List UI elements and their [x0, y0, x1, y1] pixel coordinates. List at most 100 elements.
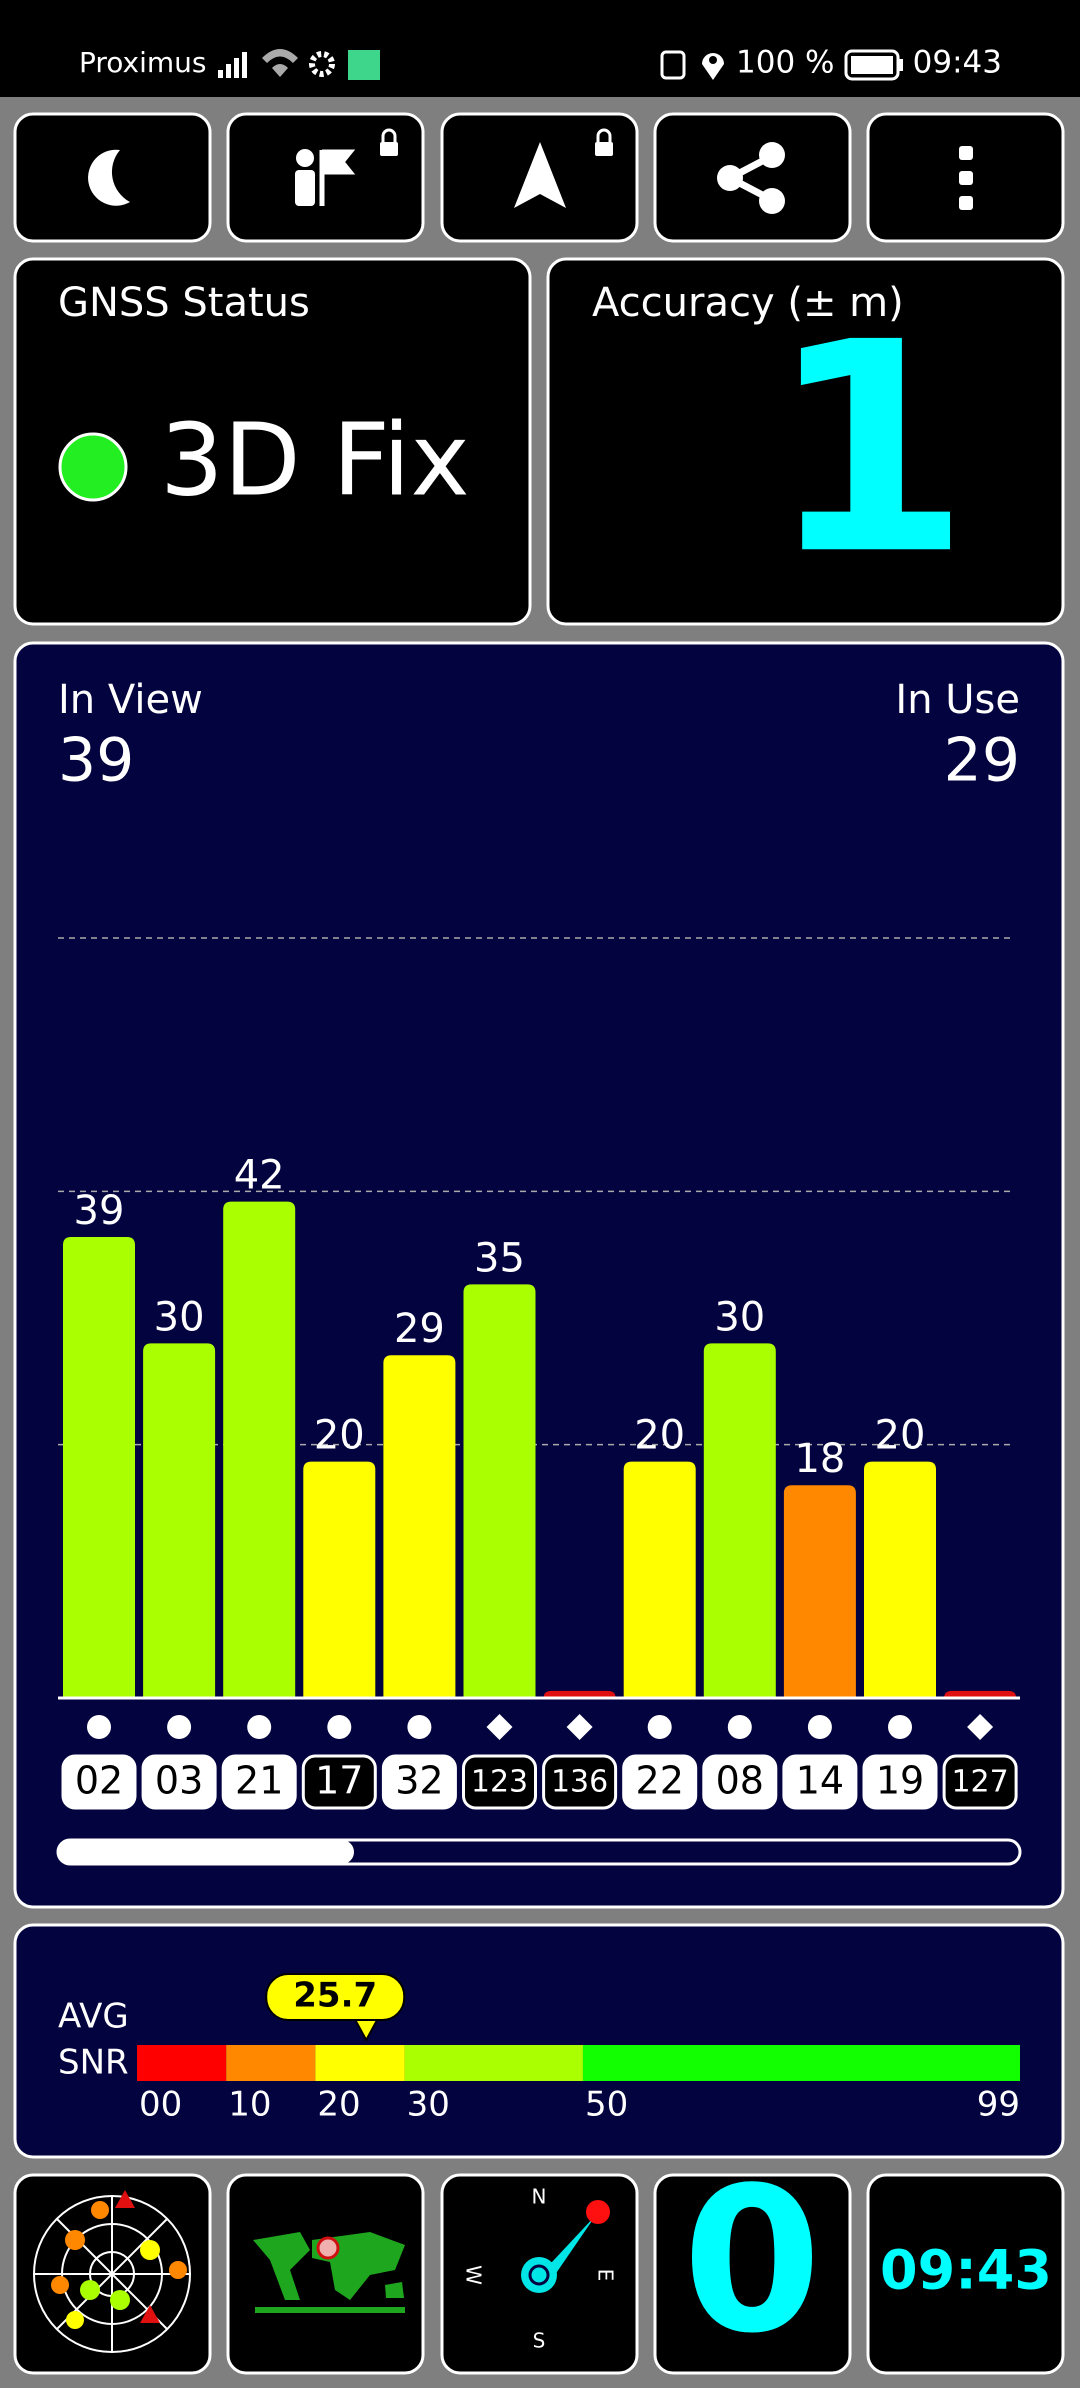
satellite-id: 03 — [155, 1759, 203, 1803]
constellation-marker — [566, 1714, 593, 1740]
compass-letter: N — [532, 2185, 547, 2209]
icon-shape — [226, 112, 425, 243]
satellite-id: 17 — [315, 1759, 363, 1803]
icon-shape — [13, 112, 212, 243]
icon-shape — [319, 149, 356, 206]
icon-shape — [91, 2201, 109, 2219]
value-label: 30 — [154, 1294, 205, 1340]
bar — [143, 1343, 216, 1698]
snr-segment — [315, 2045, 405, 2081]
icon-shape — [140, 2305, 160, 2323]
icon-shape — [381, 128, 397, 142]
gnss-status-panel: GNSS Status 3D Fix — [13, 257, 532, 626]
constellation-marker — [967, 1714, 994, 1740]
status-bar: Proximus 100 % 09:43 — [0, 0, 1080, 97]
icon-shape — [226, 2173, 425, 2375]
icon-shape — [866, 2173, 1065, 2375]
constellation-marker — [87, 1715, 111, 1739]
satellite-id: 32 — [395, 1759, 443, 1803]
icon-shape — [380, 142, 398, 156]
icon-shape — [653, 2173, 852, 2375]
compass-letter: E — [594, 2269, 618, 2282]
constellation-marker — [247, 1715, 272, 1739]
icon-shape — [546, 257, 1065, 626]
icon-shape — [759, 188, 785, 214]
icon-shape — [316, 2236, 340, 2260]
constellation-marker — [647, 1715, 672, 1739]
icon-shape — [653, 112, 852, 243]
icon-shape — [234, 58, 239, 78]
satellite-id-box — [61, 1754, 137, 1810]
satellite-id-box — [942, 1754, 1018, 1810]
satellite-id: 21 — [235, 1759, 283, 1803]
icon-shape — [58, 432, 128, 502]
in-view-count: 39 — [58, 726, 134, 796]
fix-status: 3D Fix — [160, 401, 470, 518]
satellite-id: 22 — [636, 1759, 684, 1803]
bar — [864, 1461, 936, 1698]
scrollbar-thumb[interactable] — [58, 1840, 354, 1864]
icon-shape — [253, 2232, 405, 2300]
bar — [623, 1461, 696, 1698]
satellite-id-box — [141, 1754, 217, 1810]
satellite-id-box — [301, 1754, 377, 1810]
snr-tick-label: 10 — [228, 2085, 271, 2125]
value-label: 30 — [714, 1294, 765, 1340]
counter-button[interactable]: 0 — [653, 2145, 852, 2378]
icon-shape — [959, 146, 973, 160]
icon-shape — [88, 149, 130, 206]
satellite-id: 19 — [876, 1759, 924, 1803]
battery-percent: 100 % — [736, 45, 834, 81]
snr-segment — [226, 2045, 316, 2081]
share-button[interactable] — [653, 112, 852, 243]
satellite-id-box — [462, 1754, 537, 1810]
icon-shape — [702, 53, 724, 80]
icon-shape — [959, 196, 973, 210]
snr-average: 25.7 — [293, 1976, 377, 2016]
constellation-marker — [327, 1715, 352, 1739]
value-label: 18 — [794, 1436, 845, 1482]
icon-shape — [309, 51, 335, 77]
satellite-id-box — [862, 1754, 938, 1810]
constellation-marker — [167, 1715, 192, 1739]
icon-shape — [528, 2264, 550, 2286]
icon-shape — [218, 52, 247, 78]
clock-button[interactable]: 09:43 — [866, 2173, 1065, 2375]
satellite-chart-panel: In View 39 In Use 29 39 02 30 03 42 21 20 17 29 3… — [13, 641, 1065, 1909]
bar — [63, 1237, 135, 1698]
icon-shape — [959, 171, 973, 185]
sky-plot-button[interactable] — [13, 2173, 212, 2375]
icon-shape — [595, 142, 613, 156]
satellite-id: 08 — [716, 1759, 764, 1803]
snr-segment — [404, 2045, 583, 2081]
satellite-id: 14 — [796, 1759, 844, 1803]
icon-shape — [226, 64, 231, 78]
navigation-button[interactable] — [440, 112, 639, 243]
snr-tick-label: 99 — [977, 2085, 1020, 2125]
snr-bubble — [265, 1973, 406, 2021]
icon-shape — [13, 257, 532, 626]
icon-shape — [851, 56, 893, 74]
icon-shape — [140, 2240, 160, 2260]
icon-shape — [295, 170, 315, 206]
constellation-marker — [807, 1715, 832, 1739]
compass-letter: S — [533, 2329, 546, 2353]
snr-segment — [582, 2045, 1020, 2081]
night-mode-button[interactable] — [13, 112, 212, 243]
compass-button[interactable]: N E S W — [440, 2173, 639, 2375]
bar — [944, 1690, 1017, 1698]
accuracy-panel: Accuracy (± m) 1 — [546, 257, 1065, 626]
clock: 09:43 — [913, 45, 1002, 81]
snr-tick-label: 20 — [317, 2085, 360, 2125]
icon-shape — [899, 59, 903, 71]
satellite-id: 02 — [75, 1759, 123, 1803]
waypoint-button[interactable] — [226, 112, 425, 243]
snr-panel: AVG SNR 00 10 20 30 50 99 25.7 — [13, 1923, 1065, 2159]
accuracy-value: 1 — [768, 281, 970, 618]
icon-shape — [80, 2280, 100, 2300]
in-view-label: In View — [58, 677, 203, 723]
satellite-id: 123 — [471, 1765, 528, 1800]
world-map-button[interactable] — [226, 2173, 425, 2375]
menu-button[interactable] — [866, 112, 1065, 243]
